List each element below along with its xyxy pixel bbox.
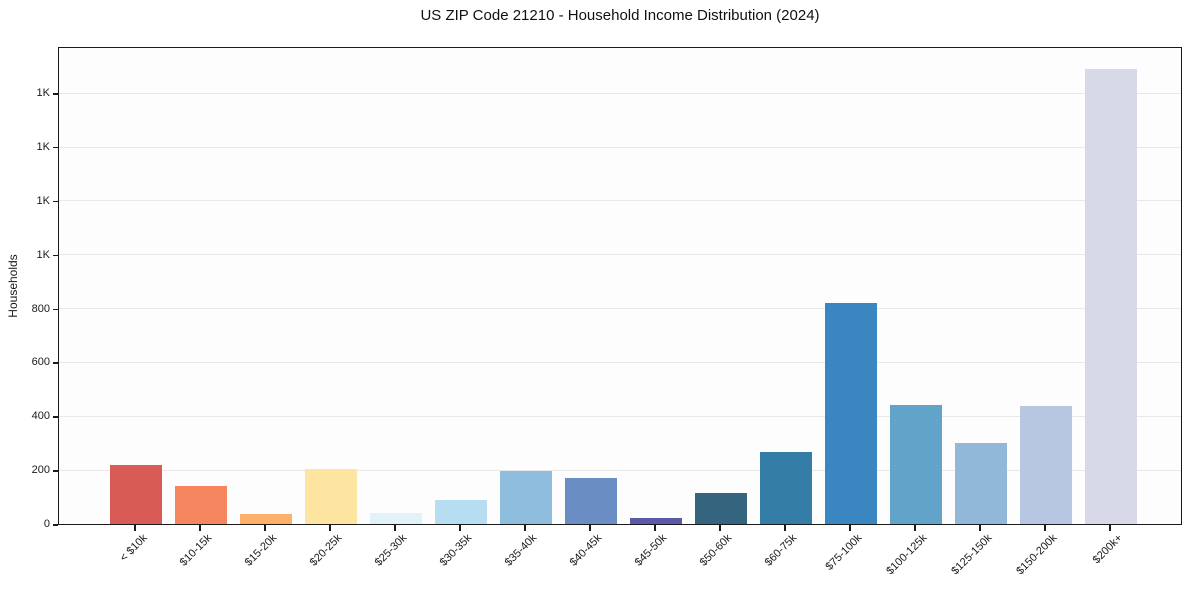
gridline — [59, 308, 1181, 310]
x-tick-mark — [1044, 525, 1046, 531]
y-tick-label: 200 — [31, 464, 50, 477]
y-tick-mark — [53, 524, 58, 526]
y-tick-label: 0 — [43, 518, 50, 530]
y-tick-label: 400 — [31, 410, 50, 423]
bar-$20-25k — [305, 469, 357, 524]
y-tick-label: 1K — [36, 87, 50, 100]
bar-$35-40k — [500, 471, 552, 524]
x-tick-label: $35-40k — [502, 532, 540, 569]
y-tick-mark — [53, 146, 58, 149]
x-tick-mark — [264, 525, 266, 531]
y-tick-mark — [53, 308, 58, 311]
x-tick-mark — [134, 525, 136, 531]
x-tick-label: $150-200k — [1014, 532, 1060, 578]
bar-$10-15k — [175, 486, 227, 524]
x-tick-mark — [979, 525, 981, 531]
bar-$75-100k — [825, 303, 877, 524]
gridline — [59, 361, 1181, 363]
gridline — [59, 469, 1181, 471]
bar-$60-75k — [760, 452, 812, 524]
x-tick-label: $50-60k — [697, 532, 735, 569]
x-tick-label: $20-25k — [307, 532, 345, 569]
x-tick-mark — [784, 525, 786, 531]
x-tick-mark — [589, 525, 591, 531]
x-tick-label: $30-35k — [437, 532, 475, 569]
y-tick-mark — [53, 254, 58, 257]
gridline — [59, 200, 1181, 202]
x-tick-mark — [849, 525, 851, 531]
gridline — [59, 146, 1181, 148]
x-tick-label: $75-100k — [823, 532, 865, 573]
bar-$100-125k — [890, 405, 942, 524]
bar-$200k+ — [1085, 69, 1137, 524]
bar-$40-45k — [565, 478, 617, 524]
x-tick-mark — [914, 525, 916, 531]
y-tick-mark — [53, 200, 58, 203]
x-tick-label: $15-20k — [242, 532, 280, 569]
plot-area — [58, 47, 1182, 525]
x-tick-label: $200k+ — [1090, 532, 1125, 567]
bar-$150-200k — [1020, 406, 1072, 524]
y-tick-label: 600 — [31, 356, 50, 369]
chart-title: US ZIP Code 21210 - Household Income Dis… — [420, 7, 820, 24]
x-tick-mark — [524, 525, 526, 531]
x-tick-label: $25-30k — [372, 532, 410, 569]
x-tick-label: $40-45k — [567, 532, 605, 569]
gridline — [59, 92, 1181, 94]
bar-$45-50k — [630, 518, 682, 524]
y-tick-label: 1K — [36, 140, 50, 153]
bar-$25-30k — [370, 513, 422, 524]
bar-$125-150k — [955, 443, 1007, 524]
x-tick-mark — [394, 525, 396, 531]
gridline — [59, 254, 1181, 256]
x-tick-mark — [329, 525, 331, 531]
x-tick-label: $60-75k — [762, 532, 800, 569]
bar-$50-60k — [695, 493, 747, 524]
y-tick-mark — [53, 416, 58, 418]
bar-$15-20k — [240, 513, 292, 524]
y-tick-label: 1K — [36, 248, 50, 261]
y-tick-mark — [53, 362, 58, 364]
x-tick-label: $125-150k — [949, 532, 995, 578]
bar-< $10k — [110, 464, 162, 524]
x-tick-label: < $10k — [117, 532, 150, 565]
x-tick-label: $45-50k — [632, 532, 670, 569]
x-tick-label: $100-125k — [884, 532, 930, 578]
gridline — [59, 415, 1181, 417]
y-tick-label: 1K — [36, 194, 50, 207]
x-tick-mark — [1109, 525, 1111, 531]
y-tick-label: 800 — [31, 302, 50, 315]
y-tick-mark — [53, 470, 58, 472]
x-tick-mark — [719, 525, 721, 531]
x-tick-mark — [654, 525, 656, 531]
bar-$30-35k — [435, 500, 487, 524]
y-tick-mark — [53, 93, 58, 95]
x-tick-mark — [199, 525, 201, 531]
x-tick-mark — [459, 525, 461, 531]
x-tick-label: $10-15k — [177, 532, 215, 569]
